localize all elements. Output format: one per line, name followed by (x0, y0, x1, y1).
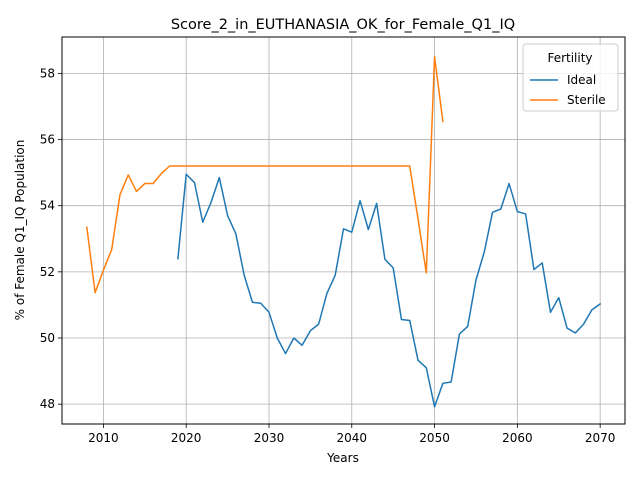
series-line-sterile (86, 56, 444, 294)
x-tick-label: 2030 (254, 431, 285, 445)
x-tick-label: 2070 (585, 431, 616, 445)
y-tick-label: 58 (40, 66, 55, 80)
x-tick-label: 2060 (502, 431, 533, 445)
x-tick-label: 2040 (337, 431, 368, 445)
series-line-ideal (177, 173, 602, 408)
legend-title: Fertility (547, 51, 592, 65)
grid-lines (62, 37, 625, 424)
y-tick-label: 52 (40, 265, 55, 279)
legend-label-ideal: Ideal (567, 73, 596, 87)
x-tick-label: 2050 (419, 431, 450, 445)
x-axis-ticks: 2010 2020 2030 2040 2050 2060 2070 (88, 424, 615, 445)
chart-title: Score_2_in_EUTHANASIA_OK_for_Female_Q1_I… (171, 17, 515, 33)
legend: Fertility Ideal Sterile (522, 43, 619, 112)
y-tick-label: 48 (40, 397, 55, 411)
legend-entries: Ideal Sterile (530, 73, 606, 107)
y-axis-ticks: 48 50 52 54 56 58 (40, 66, 62, 411)
y-axis-label: % of Female Q1_IQ Population (13, 140, 27, 321)
y-tick-label: 50 (40, 331, 55, 345)
x-axis-label: Years (326, 451, 359, 465)
plot-frame (61, 36, 626, 425)
y-tick-label: 54 (40, 199, 55, 213)
x-tick-label: 2020 (171, 431, 202, 445)
legend-label-sterile: Sterile (567, 93, 606, 107)
y-tick-label: 56 (40, 133, 55, 147)
x-tick-label: 2010 (88, 431, 119, 445)
legend-box (522, 43, 619, 112)
series-layer (86, 56, 602, 408)
